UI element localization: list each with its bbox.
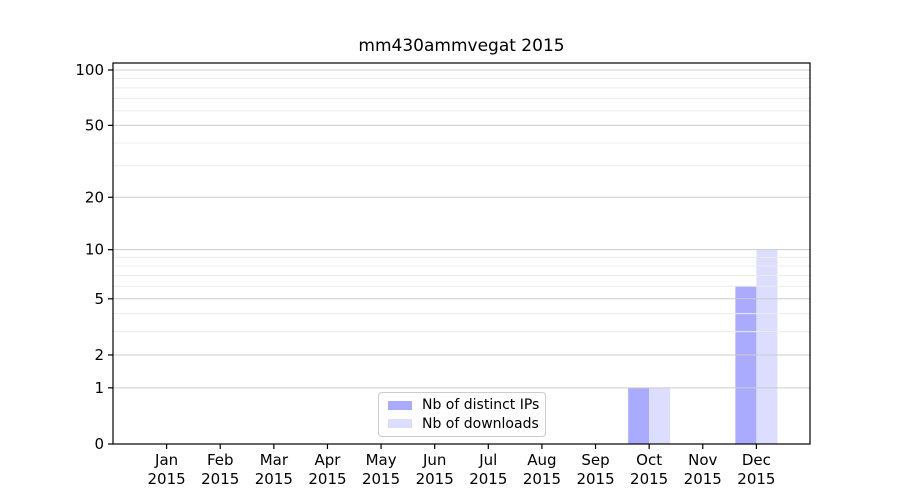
axes-frame [112, 62, 811, 445]
y-tick-label: 100 [75, 61, 104, 79]
y-tick-label: 5 [94, 290, 104, 308]
x-tick-label-month: Apr [314, 451, 341, 469]
x-tick-label-month: Oct [636, 451, 662, 469]
x-tick-label-month: Dec [742, 451, 771, 469]
x-tick-label-month: Feb [207, 451, 234, 469]
x-tick-label-year: 2015 [201, 470, 239, 488]
legend: Nb of distinct IPs Nb of downloads [378, 392, 546, 437]
x-tick-label-month: Jan [154, 451, 178, 469]
x-tick-label-month: Jun [422, 451, 446, 469]
legend-label-distinct-ips: Nb of distinct IPs [422, 397, 540, 414]
legend-entry-downloads: Nb of downloads [388, 415, 539, 432]
y-tick-label: 0 [94, 435, 104, 453]
x-tick-label-month: Mar [260, 451, 289, 469]
y-tick-label: 10 [85, 241, 104, 259]
x-tick-label-year: 2015 [630, 470, 668, 488]
x-tick-label-month: Aug [527, 451, 556, 469]
x-tick-label-month: Nov [688, 451, 717, 469]
bar-downloads-oct [649, 387, 671, 444]
x-tick-label-year: 2015 [416, 470, 454, 488]
x-tick-label-year: 2015 [148, 470, 186, 488]
y-tick-label: 20 [85, 188, 104, 206]
x-tick-label-year: 2015 [576, 470, 614, 488]
x-tick-label-year: 2015 [737, 470, 775, 488]
y-tick-label: 1 [94, 379, 104, 397]
legend-swatch-distinct-ips [388, 400, 412, 410]
x-tick-label-year: 2015 [684, 470, 722, 488]
x-tick-label-month: Jul [478, 451, 497, 469]
bar-downloads-dec [756, 249, 778, 444]
legend-label-downloads: Nb of downloads [422, 415, 539, 432]
x-tick-label-year: 2015 [308, 470, 346, 488]
x-tick-label-month: Sep [581, 451, 609, 469]
bar-distinct-ips-dec [735, 286, 757, 444]
x-tick-label-year: 2015 [362, 470, 400, 488]
y-tick-label: 2 [94, 346, 104, 364]
chart-title: mm430ammvegat 2015 [358, 36, 565, 56]
y-tick-label: 50 [85, 116, 104, 134]
legend-entry-distinct-ips: Nb of distinct IPs [388, 397, 540, 414]
x-tick-label-year: 2015 [255, 470, 293, 488]
x-tick-label-year: 2015 [469, 470, 507, 488]
legend-swatch-downloads [388, 419, 412, 429]
x-tick-label-year: 2015 [523, 470, 561, 488]
x-tick-label-month: May [366, 451, 397, 469]
bar-distinct-ips-oct [628, 387, 650, 444]
